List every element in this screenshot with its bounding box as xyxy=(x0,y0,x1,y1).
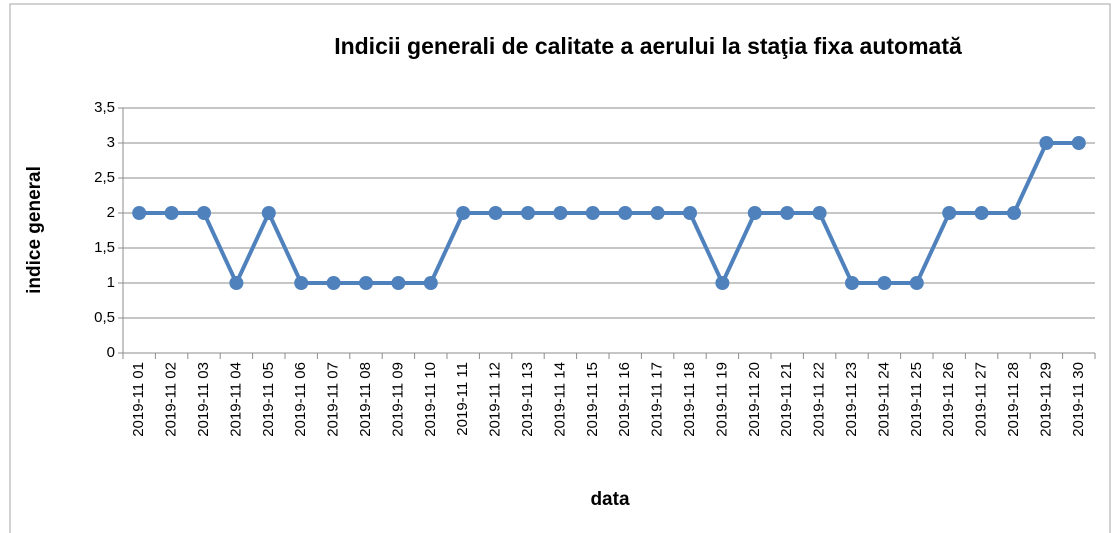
chart-title: Indicii generali de calitate a aerului l… xyxy=(334,33,962,59)
point xyxy=(780,206,795,220)
x-axis-label: data xyxy=(590,489,630,510)
point xyxy=(391,276,406,290)
point xyxy=(423,276,438,290)
y-tick-label: 2 xyxy=(107,204,115,221)
point xyxy=(683,206,697,220)
x-tick-label: 2019-11 20 xyxy=(746,362,763,437)
point xyxy=(197,206,211,220)
point xyxy=(488,206,503,220)
point xyxy=(909,276,924,290)
x-tick-label: 2019-11 27 xyxy=(973,362,990,437)
y-tick-label: 3 xyxy=(107,134,115,151)
x-tick-label: 2019-11 26 xyxy=(940,362,957,437)
point xyxy=(326,276,341,290)
point xyxy=(294,276,309,290)
x-tick-label: 2019-11 15 xyxy=(584,362,601,437)
point xyxy=(974,206,989,220)
x-tick-label: 2019-11 03 xyxy=(195,362,212,437)
y-tick-label: 0 xyxy=(107,344,115,361)
x-tick-label: 2019-11 21 xyxy=(778,362,795,437)
x-tick-label: 2019-11 28 xyxy=(1005,362,1022,437)
y-tick-label: 2,5 xyxy=(94,169,115,186)
x-tick-label: 2019-11 25 xyxy=(908,362,925,437)
point xyxy=(553,206,568,220)
chart-frame xyxy=(9,3,1111,533)
x-tick-label: 2019-11 11 xyxy=(454,362,471,436)
x-tick-label: 2019-11 19 xyxy=(713,362,730,437)
point xyxy=(585,206,600,220)
point xyxy=(164,206,179,220)
x-tick-label: 2019-11 22 xyxy=(811,362,828,437)
x-tick-label: 2019-11 29 xyxy=(1037,362,1054,437)
y-tick-label: 0,5 xyxy=(94,309,115,326)
point xyxy=(456,206,471,220)
point xyxy=(747,206,762,220)
x-tick-label: 2019-11 04 xyxy=(227,362,244,437)
point xyxy=(715,276,730,290)
x-tick-label: 2019-11 17 xyxy=(649,362,666,437)
x-tick-label: 2019-11 18 xyxy=(681,362,698,437)
x-tick-label: 2019-11 13 xyxy=(519,362,536,437)
x-tick-label: 2019-11 12 xyxy=(487,362,504,437)
point xyxy=(359,276,373,290)
y-tick-label: 3,5 xyxy=(94,99,115,116)
x-tick-label: 2019-11 06 xyxy=(292,362,309,437)
x-tick-label: 2019-11 05 xyxy=(260,362,277,437)
x-tick-label: 2019-11 08 xyxy=(357,362,374,437)
point xyxy=(845,276,859,290)
point xyxy=(618,206,633,220)
y-tick-label: 1,5 xyxy=(94,239,115,256)
point xyxy=(650,206,665,220)
line xyxy=(139,141,1079,288)
point xyxy=(229,276,244,290)
point xyxy=(1007,206,1021,220)
x-tick-label: 2019-11 30 xyxy=(1070,362,1087,437)
x-tick-label: 2019-11 16 xyxy=(616,362,633,437)
point xyxy=(877,276,892,290)
x-tick-label: 2019-11 14 xyxy=(551,362,568,437)
x-tick-label: 2019-11 23 xyxy=(843,362,860,437)
x-tick-label: 2019-11 07 xyxy=(325,362,342,437)
point xyxy=(521,206,535,220)
x-tick-label: 2019-11 10 xyxy=(422,362,439,437)
y-axis-label: indice general xyxy=(24,166,45,294)
point xyxy=(261,206,276,220)
y-tick-label: 1 xyxy=(107,274,115,291)
x-tick-label: 2019-11 01 xyxy=(130,362,147,437)
x-tick-label: 2019-11 09 xyxy=(389,362,406,437)
x-tick-label: 2019-11 24 xyxy=(875,362,892,437)
point xyxy=(1039,136,1054,150)
point xyxy=(1071,136,1086,150)
x-tick-label: 2019-11 02 xyxy=(163,362,180,437)
point xyxy=(942,206,957,220)
point xyxy=(812,206,827,220)
point xyxy=(132,206,147,220)
